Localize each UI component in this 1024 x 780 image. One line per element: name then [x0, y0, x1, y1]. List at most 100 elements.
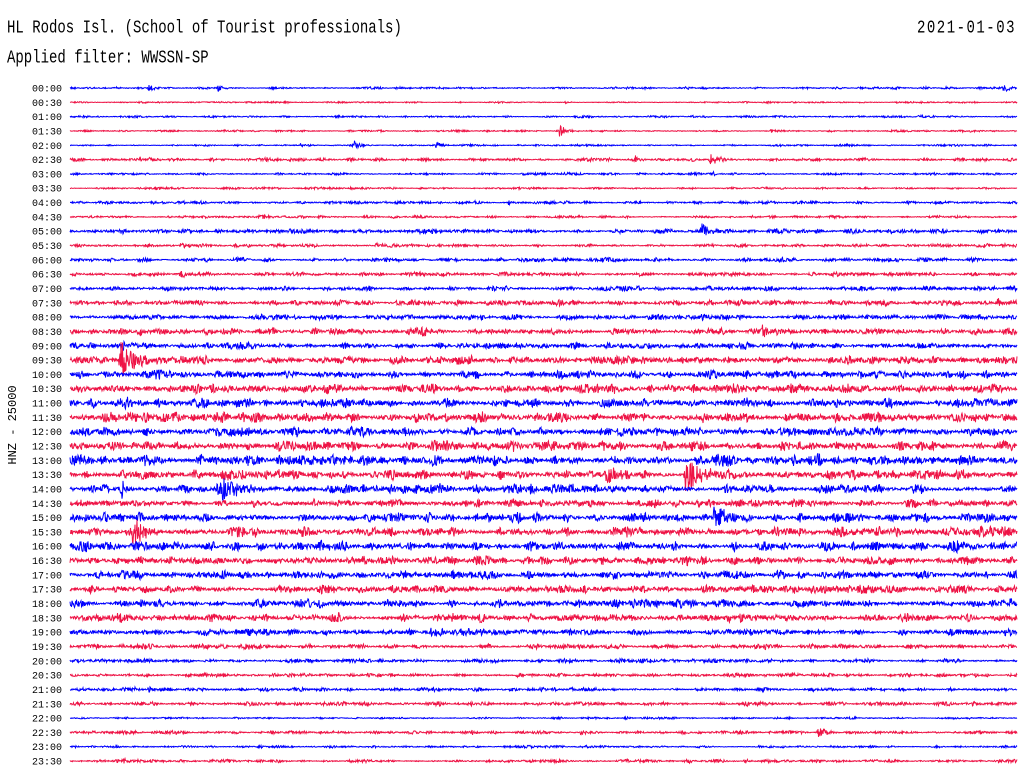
seismic-trace-0730: [69, 298, 1018, 308]
seismic-trace-1400: [69, 478, 1018, 501]
station-title: HL Rodos Isl. (School of Tourist profess…: [7, 17, 402, 40]
time-label-0000: 00:00: [32, 85, 62, 96]
seismic-trace-0830: [69, 324, 1018, 338]
seismic-trace-1700: [69, 568, 1018, 582]
seismic-trace-2130: [69, 700, 1018, 708]
time-label-2030: 20:30: [32, 672, 62, 683]
seismic-trace-1530: [70, 519, 1018, 545]
seismic-trace-0230: [69, 154, 1018, 165]
time-label-1100: 11:00: [32, 400, 62, 411]
seismic-trace-1230: [69, 439, 1018, 453]
seismic-trace-1300: [69, 452, 1018, 467]
time-label-1000: 10:00: [32, 371, 62, 382]
seismic-trace-2000: [69, 656, 1018, 665]
time-label-0800: 08:00: [32, 314, 62, 325]
seismic-trace-1500: [69, 506, 1018, 526]
seismic-trace-2100: [69, 685, 1018, 694]
time-label-0630: 06:30: [32, 271, 62, 282]
seismic-trace-1430: [69, 497, 1018, 509]
time-label-group: 00:00 00:30 01:00 01:30 02:00 02:30 03:00 03:30…: [32, 85, 62, 769]
time-label-2330: 23:30: [32, 758, 62, 769]
time-label-2230: 22:30: [32, 729, 62, 740]
time-label-1030: 10:30: [32, 385, 62, 396]
time-label-0030: 00:30: [32, 99, 62, 110]
seismic-trace-0600: [69, 255, 1018, 264]
seismic-trace-1330: [69, 462, 1018, 492]
time-label-1200: 12:00: [32, 428, 62, 439]
seismic-trace-1200: [69, 425, 1018, 439]
seismic-trace-0330: [69, 185, 1018, 192]
time-label-0930: 09:30: [32, 357, 62, 368]
time-label-0100: 01:00: [32, 113, 62, 124]
time-label-1830: 18:30: [32, 614, 62, 625]
seismic-trace-2300: [69, 743, 1018, 750]
seismic-trace-2030: [69, 671, 1018, 679]
time-label-0500: 05:00: [32, 228, 62, 239]
seismic-trace-1630: [69, 554, 1018, 567]
seismic-trace-1830: [69, 612, 1018, 625]
time-label-1430: 14:30: [32, 500, 62, 511]
trace-group: [69, 84, 1018, 765]
time-label-1300: 13:00: [32, 457, 62, 468]
seismic-trace-1600: [69, 539, 1017, 555]
time-label-2000: 20:00: [32, 657, 62, 668]
time-label-1130: 11:30: [32, 414, 62, 425]
time-label-1500: 15:00: [32, 514, 62, 525]
time-label-0730: 07:30: [32, 299, 62, 310]
seismic-trace-0400: [70, 199, 1018, 207]
time-label-0430: 04:30: [32, 213, 62, 224]
time-label-1600: 16:00: [32, 543, 62, 554]
seismic-trace-0630: [69, 270, 1018, 279]
seismic-trace-0100: [69, 113, 1018, 120]
time-label-1230: 12:30: [32, 443, 62, 454]
time-label-1900: 19:00: [32, 629, 62, 640]
seismic-trace-1900: [69, 627, 1018, 638]
seismic-trace-0930: [69, 342, 1018, 377]
time-label-0130: 01:30: [32, 128, 62, 139]
time-label-0330: 03:30: [32, 185, 62, 196]
filter-label: Applied filter: WWSSN-SP: [7, 47, 209, 70]
time-label-1730: 17:30: [32, 586, 62, 597]
seismic-trace-0000: [69, 84, 1018, 93]
time-label-0600: 06:00: [32, 256, 62, 267]
time-label-0700: 07:00: [32, 285, 62, 296]
seismic-trace-1000: [69, 368, 1018, 381]
seismic-trace-1100: [69, 396, 1018, 411]
time-label-2100: 21:00: [32, 686, 62, 697]
seismic-trace-0500: [69, 223, 1018, 236]
time-label-0400: 04:00: [32, 199, 62, 210]
seismic-trace-1730: [69, 583, 1018, 596]
time-label-0530: 05:30: [32, 242, 62, 253]
seismic-trace-0900: [69, 339, 1018, 351]
channel-scale-label: HNZ - 25000: [6, 385, 20, 464]
seismic-trace-1130: [69, 411, 1018, 424]
record-date: 2021-01-03: [916, 17, 1016, 40]
time-label-1930: 19:30: [32, 643, 62, 654]
seismic-trace-0700: [69, 284, 1018, 293]
seismic-trace-0530: [69, 241, 1017, 249]
time-label-1330: 13:30: [32, 471, 62, 482]
time-label-2300: 23:00: [32, 743, 62, 754]
seismic-trace-2230: [69, 728, 1018, 737]
time-label-2200: 22:00: [32, 715, 62, 726]
time-label-0300: 03:00: [32, 170, 62, 181]
seismic-trace-0030: [69, 99, 1018, 105]
seismic-trace-2200: [69, 715, 1018, 721]
time-label-1630: 16:30: [32, 557, 62, 568]
seismic-trace-2330: [69, 756, 1018, 765]
time-label-0900: 09:00: [32, 342, 62, 353]
seismic-trace-0130: [69, 124, 1018, 137]
time-label-1700: 17:00: [32, 571, 62, 582]
seismic-trace-1030: [69, 382, 1018, 396]
seismic-trace-1800: [69, 597, 1018, 610]
time-label-2130: 21:30: [32, 700, 62, 711]
time-label-0230: 02:30: [32, 156, 62, 167]
seismic-trace-0200: [70, 140, 1018, 150]
time-label-1400: 14:00: [32, 486, 62, 497]
seismic-trace-0300: [69, 170, 1018, 177]
seismic-trace-0800: [69, 313, 1018, 322]
seismic-trace-0430: [69, 213, 1018, 220]
time-label-1800: 18:00: [32, 600, 62, 611]
time-label-0830: 08:30: [32, 328, 62, 339]
